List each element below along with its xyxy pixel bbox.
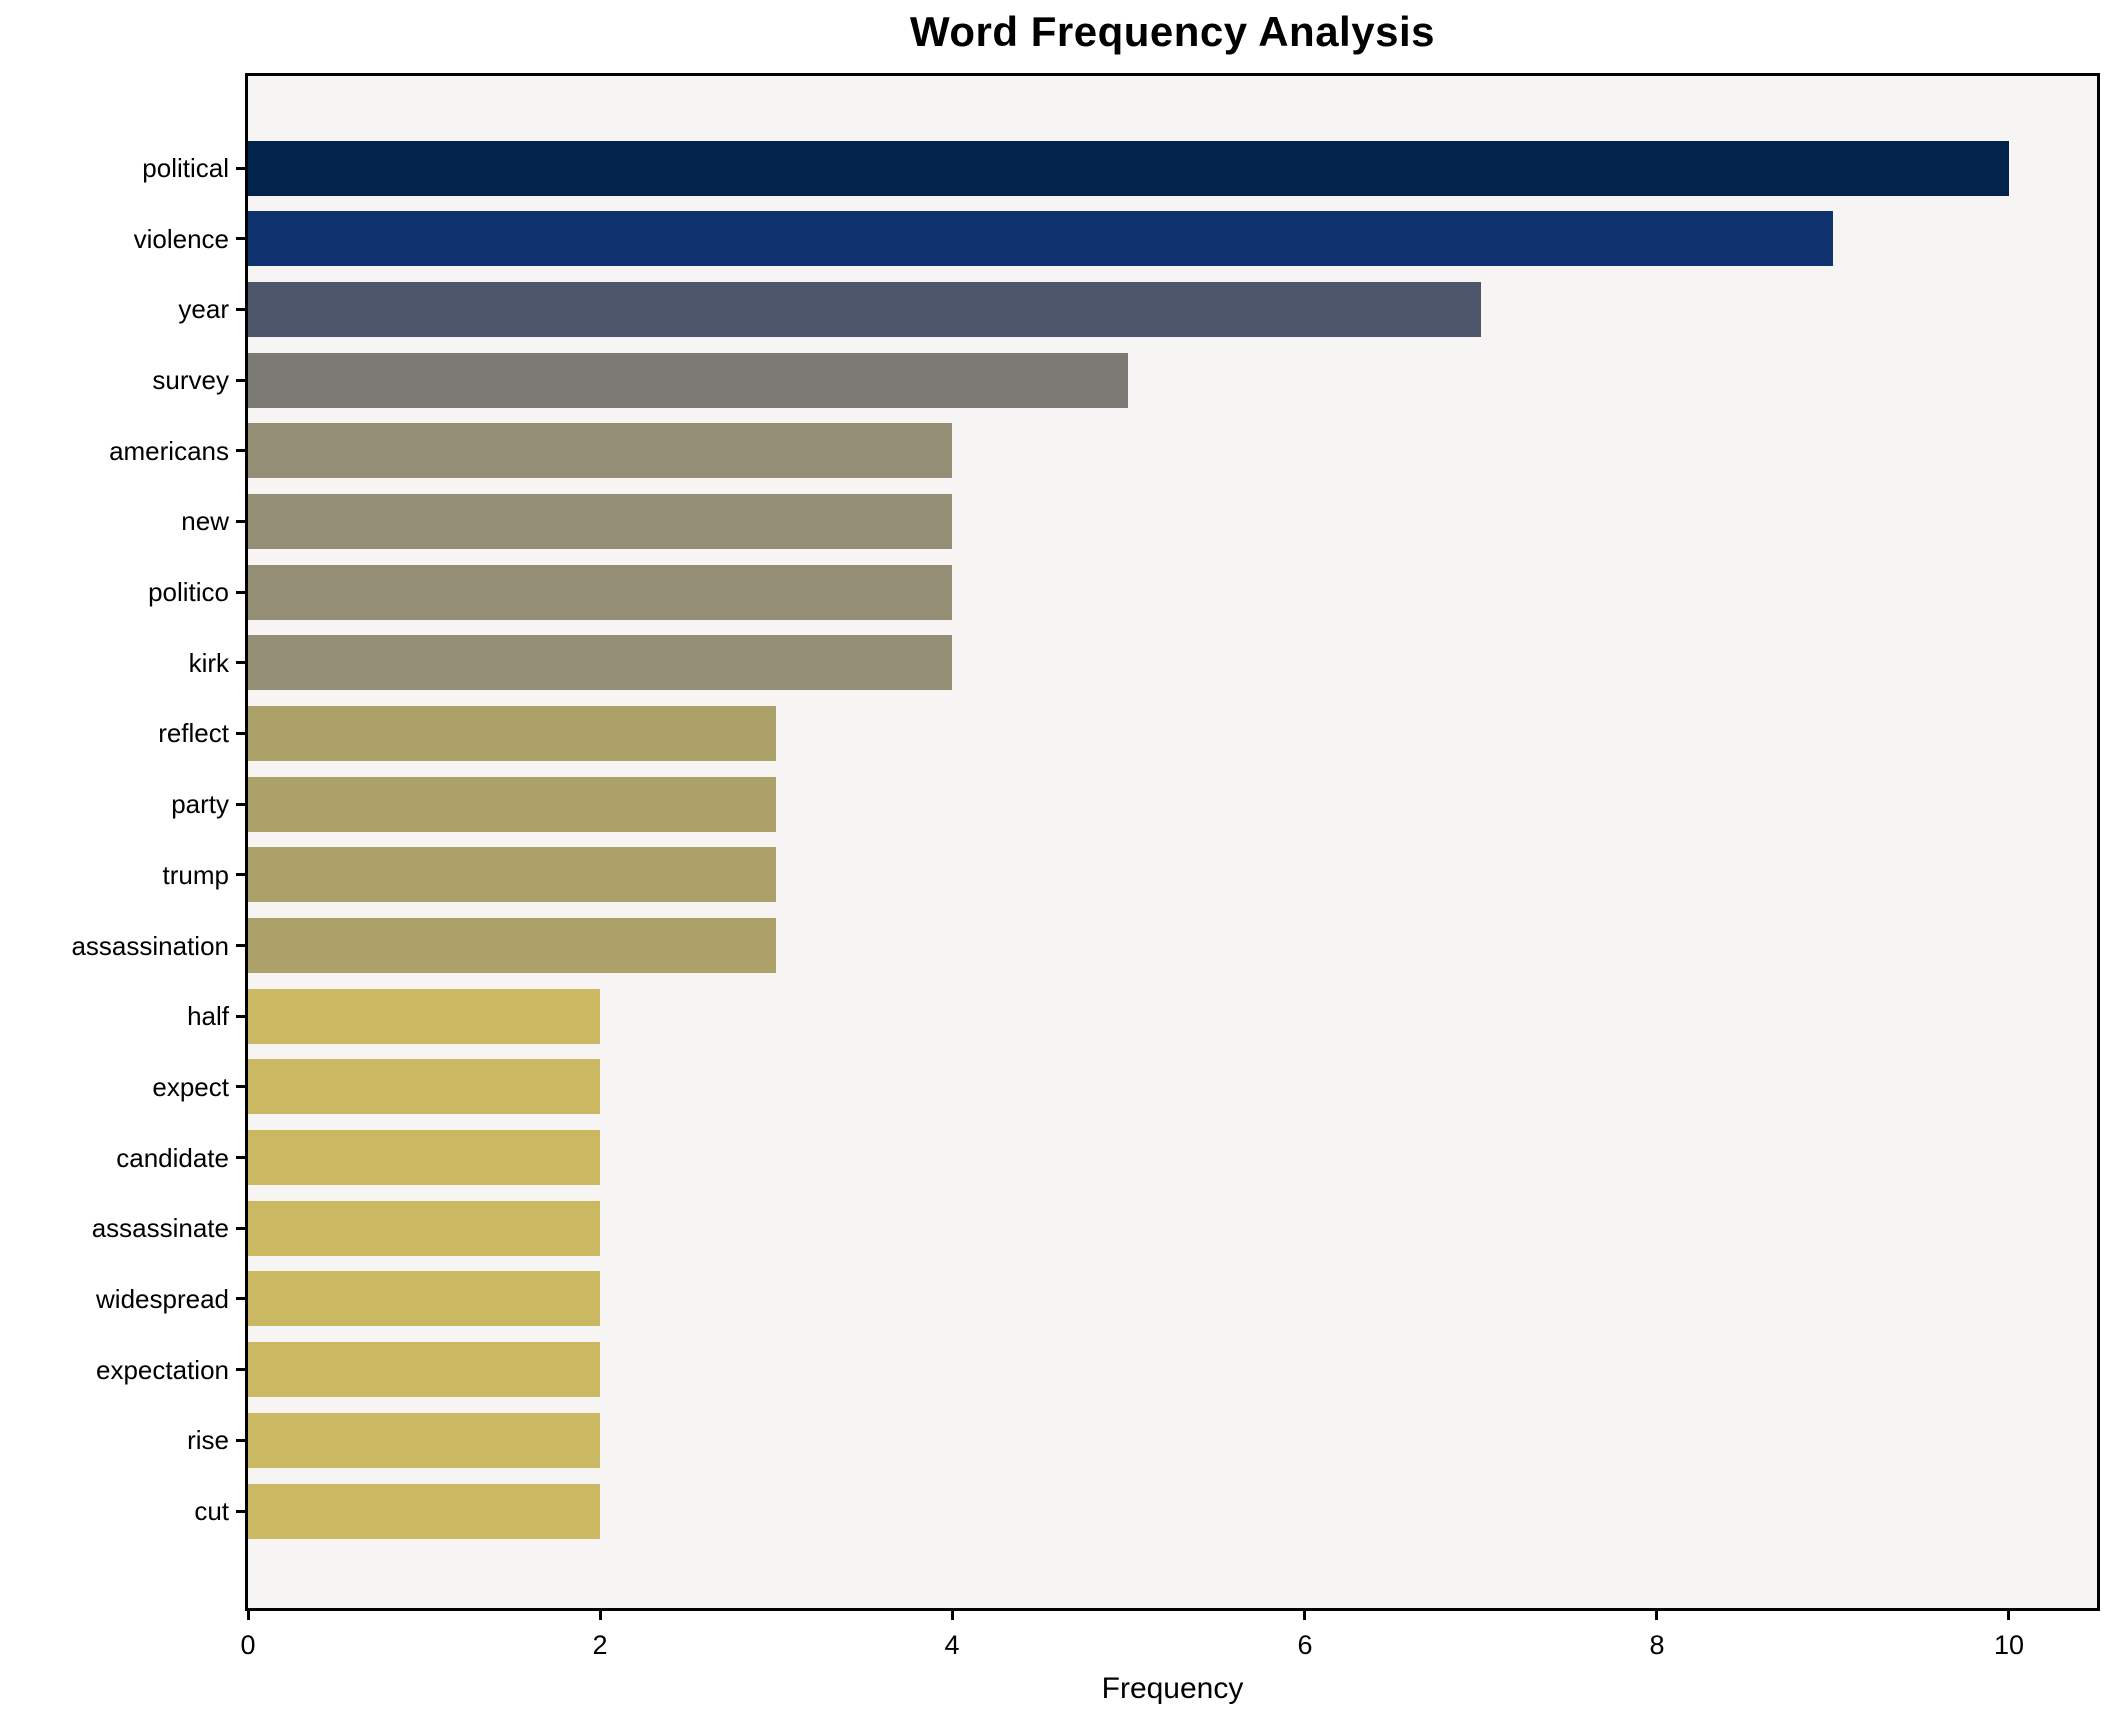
bar-cut — [248, 1484, 600, 1539]
y-tick-label-violence: violence — [133, 224, 229, 254]
bar-party — [248, 777, 776, 832]
y-tick-mark — [236, 1297, 245, 1300]
y-tick-label-half: half — [187, 1001, 229, 1031]
x-tick-label-2: 2 — [592, 1630, 608, 1660]
y-tick-label-assassination: assassination — [71, 931, 229, 961]
bar-candidate — [248, 1130, 600, 1185]
bar-violence — [248, 211, 1833, 266]
plot-area — [245, 73, 2100, 1611]
bar-expectation — [248, 1342, 600, 1397]
x-tick-label-0: 0 — [240, 1630, 256, 1660]
y-tick-label-kirk: kirk — [188, 648, 229, 678]
bar-assassination — [248, 918, 776, 973]
x-tick-mark — [951, 1611, 954, 1620]
y-tick-mark — [236, 1085, 245, 1088]
bar-new — [248, 494, 952, 549]
y-tick-label-cut: cut — [194, 1496, 229, 1526]
y-tick-label-trump: trump — [162, 860, 229, 890]
y-tick-label-expect: expect — [152, 1072, 229, 1102]
bar-survey — [248, 353, 1128, 408]
y-tick-label-politico: politico — [148, 577, 229, 607]
y-tick-mark — [236, 449, 245, 452]
y-tick-label-reflect: reflect — [158, 718, 229, 748]
x-axis-title: Frequency — [1101, 1672, 1244, 1705]
y-tick-mark — [236, 379, 245, 382]
y-tick-label-new: new — [181, 506, 229, 536]
y-tick-mark — [236, 732, 245, 735]
y-tick-mark — [236, 591, 245, 594]
y-tick-label-expectation: expectation — [96, 1355, 229, 1385]
y-tick-label-year: year — [178, 294, 229, 324]
y-tick-mark — [236, 1510, 245, 1513]
x-tick-mark — [247, 1611, 250, 1620]
bar-widespread — [248, 1271, 600, 1326]
x-tick-mark — [1303, 1611, 1306, 1620]
bar-americans — [248, 423, 952, 478]
bar-expect — [248, 1059, 600, 1114]
y-tick-mark — [236, 873, 245, 876]
y-tick-label-rise: rise — [187, 1425, 229, 1455]
y-tick-label-survey: survey — [152, 365, 229, 395]
x-tick-mark — [2007, 1611, 2010, 1620]
y-tick-mark — [236, 520, 245, 523]
y-tick-mark — [236, 167, 245, 170]
y-tick-mark — [236, 803, 245, 806]
bar-politico — [248, 565, 952, 620]
x-tick-label-10: 10 — [1993, 1630, 2025, 1660]
y-tick-label-party: party — [171, 789, 229, 819]
y-tick-mark — [236, 237, 245, 240]
y-tick-label-widespread: widespread — [96, 1284, 229, 1314]
bar-trump — [248, 847, 776, 902]
chart-title: Word Frequency Analysis — [910, 8, 1435, 55]
bar-political — [248, 141, 2009, 196]
bar-half — [248, 989, 600, 1044]
x-tick-mark — [1655, 1611, 1658, 1620]
y-tick-mark — [236, 661, 245, 664]
bar-year — [248, 282, 1481, 337]
y-tick-mark — [236, 1156, 245, 1159]
x-tick-mark — [599, 1611, 602, 1620]
y-tick-mark — [236, 944, 245, 947]
y-tick-label-americans: americans — [109, 436, 229, 466]
y-tick-mark — [236, 1015, 245, 1018]
y-tick-label-candidate: candidate — [116, 1143, 229, 1173]
y-tick-mark — [236, 308, 245, 311]
bar-rise — [248, 1413, 600, 1468]
y-tick-mark — [236, 1227, 245, 1230]
x-tick-label-4: 4 — [944, 1630, 960, 1660]
bar-assassinate — [248, 1201, 600, 1256]
bar-kirk — [248, 635, 952, 690]
x-tick-label-6: 6 — [1297, 1630, 1313, 1660]
bar-reflect — [248, 706, 776, 761]
y-tick-mark — [236, 1439, 245, 1442]
y-tick-label-assassinate: assassinate — [91, 1213, 229, 1243]
y-tick-label-political: political — [142, 153, 229, 183]
x-tick-label-8: 8 — [1649, 1630, 1665, 1660]
y-tick-mark — [236, 1368, 245, 1371]
